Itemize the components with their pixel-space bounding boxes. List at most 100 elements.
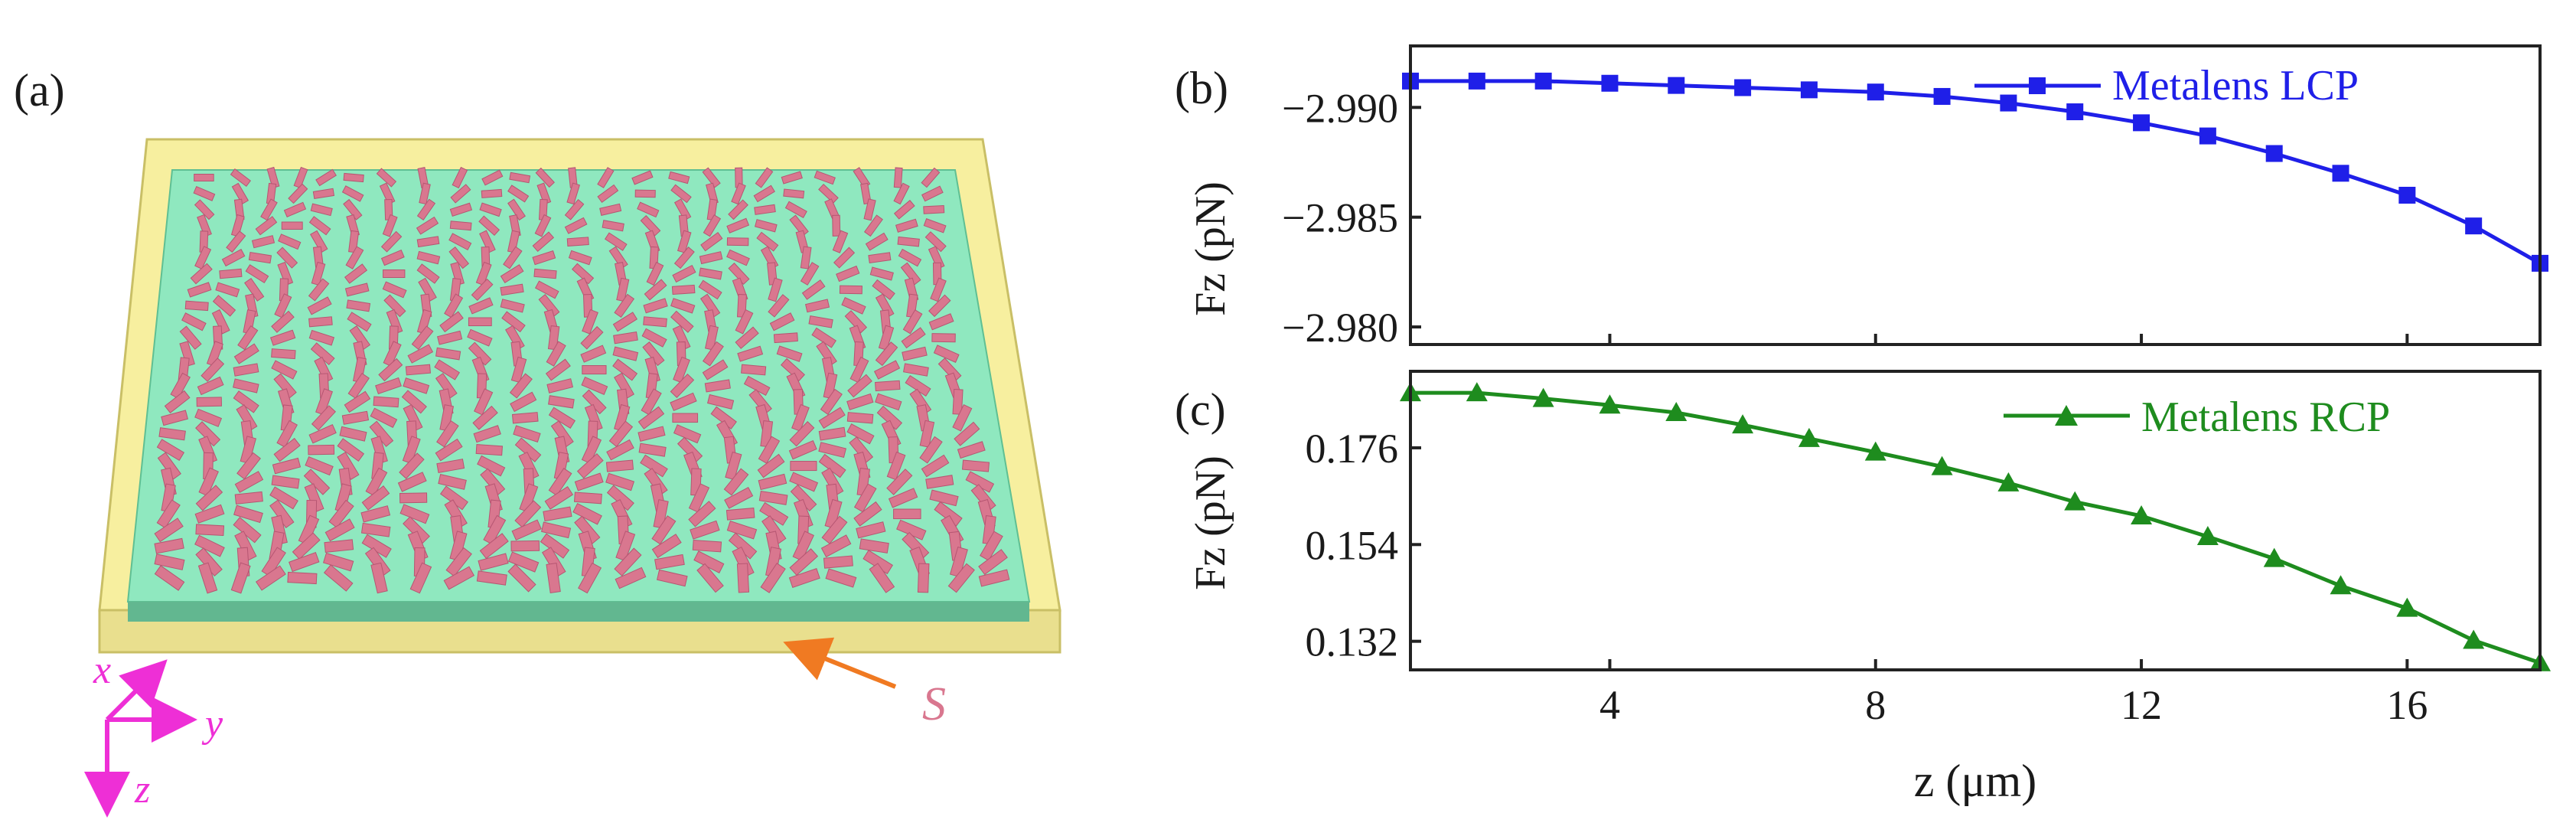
nanofin: [304, 483, 324, 513]
nanofin: [233, 363, 259, 377]
nanofin: [479, 230, 496, 253]
nanofin: [479, 202, 502, 217]
nanofin: [741, 364, 767, 376]
nanofin: [688, 483, 710, 513]
nanofin: [194, 246, 212, 269]
nanofin: [449, 220, 472, 231]
nanofin: [673, 356, 690, 384]
nanofin: [312, 188, 335, 200]
nanofin: [930, 277, 947, 302]
nanofin: [643, 298, 668, 314]
nanofin: [194, 504, 225, 524]
nanofin: [726, 237, 749, 247]
nanofin: [271, 348, 296, 360]
nanofin: [274, 293, 292, 318]
panel-b-data-point: [2000, 94, 2017, 112]
nanofin: [641, 328, 667, 348]
nanofin: [572, 503, 602, 525]
nanofin: [308, 444, 335, 456]
nanofin: [768, 294, 790, 318]
nanofin: [612, 358, 638, 381]
nanofin: [832, 230, 849, 253]
nanofin: [513, 425, 541, 443]
x-axis-arrow: [105, 659, 168, 722]
nanofin: [277, 261, 294, 286]
nanofin: [756, 231, 779, 252]
nanofin: [550, 420, 574, 448]
nanofin: [582, 309, 598, 335]
layer-front: [128, 602, 1029, 622]
nanofin: [292, 532, 321, 560]
panel-b-data-point: [1734, 79, 1752, 96]
nanofin: [758, 490, 788, 505]
panel-b-ticks: −2.990 −2.985 −2.980: [1282, 85, 2409, 351]
nanofin: [341, 410, 370, 425]
nanofin: [949, 546, 968, 578]
panel-b-series-line: [1410, 79, 2542, 266]
nanofin: [816, 341, 837, 367]
nanofin: [448, 246, 470, 269]
nanofin: [548, 468, 572, 496]
panel-b-lcp-chart: (b) Fz (pN) −2.990 −2.985 −2.980 Metalens …: [1175, 44, 2548, 351]
nanofin: [670, 392, 697, 412]
nanofin: [443, 566, 475, 590]
nanofin: [501, 311, 526, 333]
nanofin: [888, 488, 918, 508]
nanofin: [608, 420, 634, 447]
nanofin: [435, 438, 463, 462]
panel-b-frame: [1409, 44, 2542, 346]
nanofin: [244, 278, 265, 302]
nanofin: [269, 329, 296, 346]
nanofin: [677, 230, 692, 253]
nanofin: [673, 424, 702, 444]
nanofin: [315, 388, 334, 416]
nanofin: [544, 485, 574, 510]
nanofin: [820, 388, 843, 416]
nanofin: [272, 457, 302, 475]
nanofin: [672, 264, 696, 283]
nanofin: [233, 505, 263, 524]
nanofin: [670, 298, 696, 314]
nanofin: [195, 485, 223, 511]
nanofin: [578, 562, 602, 594]
nanofin: [780, 358, 805, 382]
nanofin: [757, 453, 785, 478]
nanofin: [311, 261, 326, 286]
panel-b-data-point: [2199, 127, 2216, 145]
nanofin: [236, 452, 261, 480]
nanofin: [612, 312, 638, 332]
nanofin: [781, 171, 803, 185]
nanofin: [699, 267, 722, 280]
nanofin: [343, 172, 364, 183]
nanofin: [566, 182, 580, 205]
nanofin: [599, 203, 622, 216]
nanofin: [201, 358, 225, 382]
panel-b-data-point: [1534, 72, 1552, 90]
nanofin: [507, 230, 520, 253]
nanofin: [154, 518, 184, 543]
nanofin: [846, 393, 874, 410]
panel-b-data-point: [2265, 145, 2283, 162]
nanofin: [373, 396, 399, 408]
nanofin: [503, 246, 523, 269]
nanofin: [839, 285, 862, 295]
nanofin: [535, 167, 555, 188]
nanofin: [344, 282, 370, 297]
nanofin: [196, 397, 222, 407]
panel-b-ytick-label: −2.980: [1282, 305, 1398, 351]
nanofin: [416, 198, 436, 221]
nanofin: [308, 216, 331, 236]
nanofin: [308, 278, 330, 302]
nanofin: [832, 214, 841, 237]
nanofin: [478, 215, 501, 237]
nanofin: [211, 309, 230, 335]
nanofin: [311, 405, 336, 431]
panel-c-xtick-label: 4: [1599, 682, 1620, 728]
nanofin: [251, 235, 276, 249]
nanofin: [800, 246, 812, 269]
nanofin: [571, 263, 595, 285]
nanofin: [602, 220, 624, 232]
nanofin: [507, 551, 540, 573]
nanofin: [444, 293, 464, 318]
